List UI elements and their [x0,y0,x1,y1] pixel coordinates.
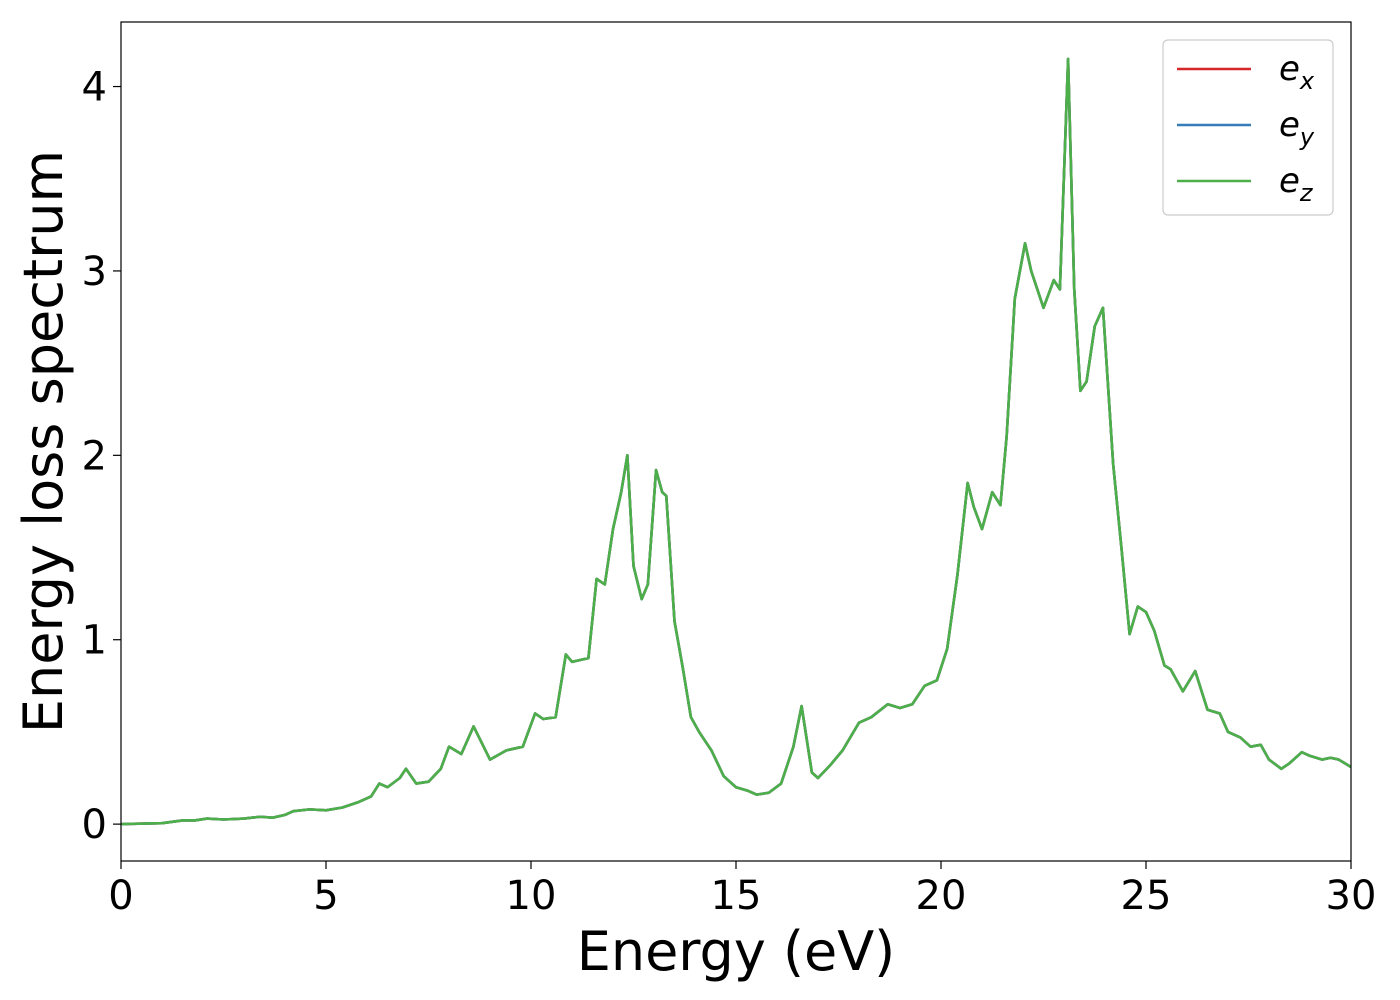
legend-label-y: ey [1279,105,1315,151]
x-tick-label: 20 [916,873,967,919]
x-tick-label: 15 [711,873,762,919]
legend-label-x: ex [1279,49,1315,95]
x-tick-label: 30 [1326,873,1377,919]
y-tick-label: 0 [82,802,107,848]
x-tick-label: 0 [108,873,133,919]
legend-label-z: ez [1279,161,1314,207]
y-tick-label: 4 [82,65,107,111]
y-axis-ticks: 0 1 2 3 4 [82,65,121,848]
x-axis-ticks: 0 5 10 15 20 25 30 [108,861,1376,919]
y-tick-label: 2 [82,433,107,479]
legend-box [1162,39,1334,216]
x-tick-label: 10 [506,873,557,919]
series-layer [121,57,1351,826]
series-line-e-z [121,57,1351,826]
y-tick-label: 3 [82,249,107,295]
legend: ex ey ez [1162,39,1334,216]
x-tick-label: 5 [313,873,338,919]
x-tick-label: 25 [1121,873,1172,919]
y-tick-label: 1 [82,618,107,664]
x-axis-label: Energy (eV) [577,920,896,983]
y-axis-label: Energy loss spectrum [12,150,75,733]
